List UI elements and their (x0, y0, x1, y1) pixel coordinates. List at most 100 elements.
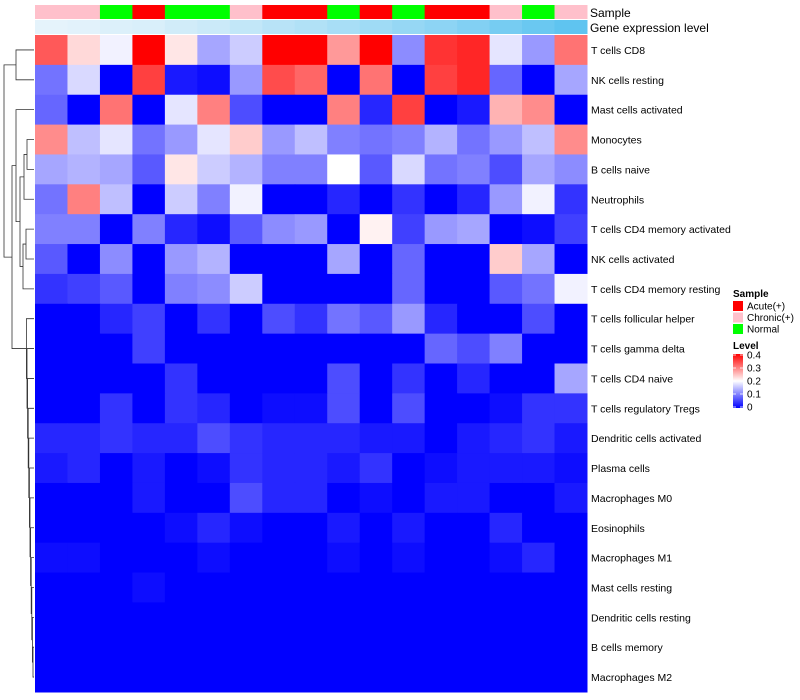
heatmap-cell (35, 154, 68, 185)
heatmap-cell (132, 602, 166, 633)
heatmap-cell (164, 333, 198, 364)
dendrogram-branch (15, 49, 34, 81)
heatmap-cell (522, 363, 556, 394)
heatmap-cell (164, 482, 198, 514)
heatmap-cell (489, 94, 523, 126)
heatmap-cell (99, 453, 133, 484)
heatmap-cell (35, 124, 68, 155)
heatmap-cell (327, 94, 361, 126)
heatmap-cell (229, 244, 263, 275)
heatmap-cell (554, 35, 588, 66)
heatmap-cell (327, 632, 361, 663)
heatmap-cell (424, 244, 458, 275)
heatmap-cell (229, 154, 263, 185)
heatmap-cell (489, 184, 523, 215)
expression-annotation-cell (67, 20, 101, 34)
heatmap-cell (99, 94, 133, 126)
row-label: B cells naive (591, 164, 650, 176)
row-label: T cells CD4 memory activated (591, 224, 731, 236)
heatmap-cell (392, 363, 426, 394)
heatmap-cell (522, 393, 556, 424)
sample-annotation-cell (554, 5, 588, 19)
heatmap-cell (132, 64, 166, 96)
expression-annotation-cell (522, 20, 556, 34)
heatmap-cell (392, 184, 426, 215)
heatmap-cell (457, 64, 491, 96)
heatmap-cell (99, 124, 133, 155)
heatmap-cell (67, 154, 101, 185)
sample-annotation-cell (99, 5, 133, 19)
heatmap-cell (197, 393, 231, 424)
heatmap-cell (67, 303, 101, 335)
heatmap-cell (132, 94, 166, 126)
legend-swatch (733, 324, 743, 334)
sample-annotation-cell (229, 5, 263, 19)
heatmap-cell (229, 333, 263, 364)
heatmap-cell (67, 363, 101, 394)
heatmap-cell (99, 602, 133, 633)
heatmap-cell (392, 94, 426, 126)
row-label: Mast cells activated (591, 105, 683, 117)
heatmap-cell (294, 64, 328, 96)
heatmap-cell (457, 244, 491, 275)
heatmap-cell (424, 602, 458, 633)
heatmap-cell (35, 393, 68, 424)
heatmap-cell (424, 363, 458, 394)
heatmap-cell (164, 303, 198, 335)
heatmap-cell (262, 94, 296, 126)
heatmap-cell (424, 632, 458, 663)
legend-entry-label: Chronic(+) (747, 313, 794, 324)
expression-annotation-cell (99, 20, 133, 34)
expression-annotation-label: Gene expression level (590, 21, 709, 35)
heatmap-cell (164, 393, 198, 424)
sample-annotation-cell (522, 5, 556, 19)
heatmap-cell (359, 662, 393, 693)
heatmap-cell (327, 453, 361, 484)
heatmap-cell (522, 512, 556, 544)
heatmap-cell (554, 423, 588, 454)
dendrogram-branch (25, 228, 34, 260)
heatmap-cell (35, 64, 68, 96)
heatmap-cell (327, 662, 361, 693)
heatmap-cell (99, 363, 133, 394)
heatmap-cell (262, 453, 296, 484)
heatmap-cell (35, 35, 68, 66)
heatmap-cell (327, 333, 361, 364)
heatmap-cell (294, 244, 328, 275)
heatmap-cell (132, 154, 166, 185)
heatmap-cell (197, 273, 231, 305)
sample-annotation-cell (424, 5, 458, 19)
heatmap-cell (392, 662, 426, 693)
heatmap-cell (99, 662, 133, 693)
heatmap-cell (229, 602, 263, 633)
heatmap-cell (197, 632, 231, 663)
heatmap-cell (554, 303, 588, 335)
heatmap-cell (99, 35, 133, 66)
dendrogram-branch (15, 109, 34, 223)
heatmap-cell (229, 632, 263, 663)
heatmap-cell (327, 542, 361, 574)
heatmap-cell (67, 124, 101, 155)
heatmap-cell (229, 184, 263, 215)
heatmap-cell (522, 184, 556, 215)
heatmap-cell (229, 94, 263, 126)
dendrogram-branch (31, 587, 34, 641)
heatmap-cell (359, 482, 393, 514)
heatmap-cell (327, 124, 361, 155)
heatmap-cell (35, 184, 68, 215)
heatmap-cell (392, 632, 426, 663)
sample-annotation-cell (164, 5, 198, 19)
heatmap-cell (522, 333, 556, 364)
heatmap-cell (262, 393, 296, 424)
heatmap-cell (197, 363, 231, 394)
legend-level-title: Level (733, 341, 759, 352)
heatmap-cell (327, 482, 361, 514)
heatmap-cell (457, 632, 491, 663)
heatmap-cell (197, 35, 231, 66)
heatmap-cell (132, 423, 166, 454)
row-label: T cells regulatory Tregs (591, 403, 700, 415)
heatmap-cell (99, 214, 133, 245)
heatmap-cell (392, 393, 426, 424)
heatmap-cell (522, 482, 556, 514)
heatmap-cell (489, 453, 523, 484)
